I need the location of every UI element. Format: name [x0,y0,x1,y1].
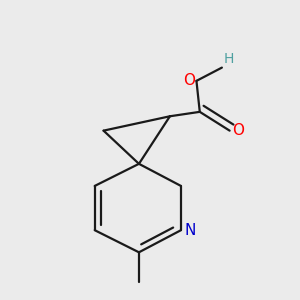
Text: N: N [184,223,196,238]
Text: H: H [224,52,234,66]
Text: O: O [183,74,195,88]
Text: O: O [232,123,244,138]
